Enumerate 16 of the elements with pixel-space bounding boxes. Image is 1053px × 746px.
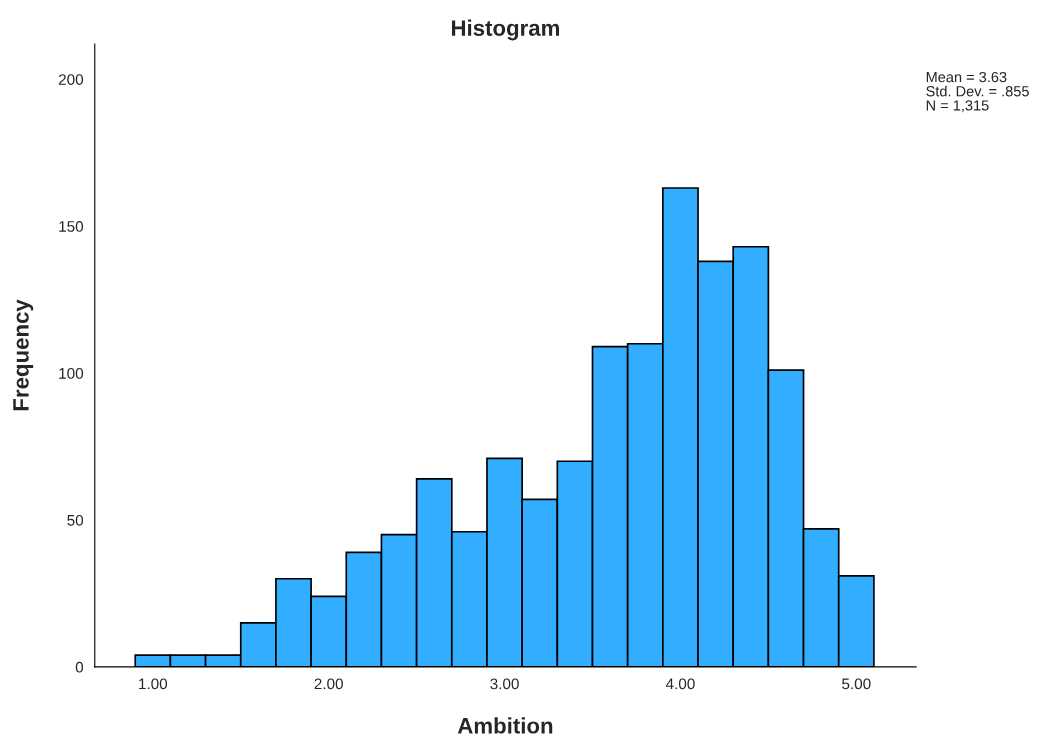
y-axis-title: Frequency — [13, 299, 34, 411]
chart-title: Histogram — [451, 19, 560, 41]
x-tick-label: 3.00 — [490, 678, 519, 690]
y-tick-label: 200 — [58, 74, 84, 85]
x-tick-label: 2.00 — [314, 678, 343, 690]
y-tick-label: 100 — [59, 367, 84, 379]
y-tick-label: 150 — [59, 221, 84, 232]
y-tick-label: 0 — [75, 661, 84, 673]
x-tick-label: 4.00 — [665, 678, 695, 690]
text: Std. Dev. = .855 — [926, 85, 1029, 97]
y-tick-label: 50 — [67, 514, 84, 526]
x-tick-label: 5.00 — [842, 678, 871, 690]
x-tick-label: 1.00 — [139, 678, 168, 690]
text: N = 1,315 — [926, 100, 989, 113]
text: Mean = 3.63 — [926, 71, 1007, 83]
x-axis-title: Ambition — [457, 717, 553, 734]
